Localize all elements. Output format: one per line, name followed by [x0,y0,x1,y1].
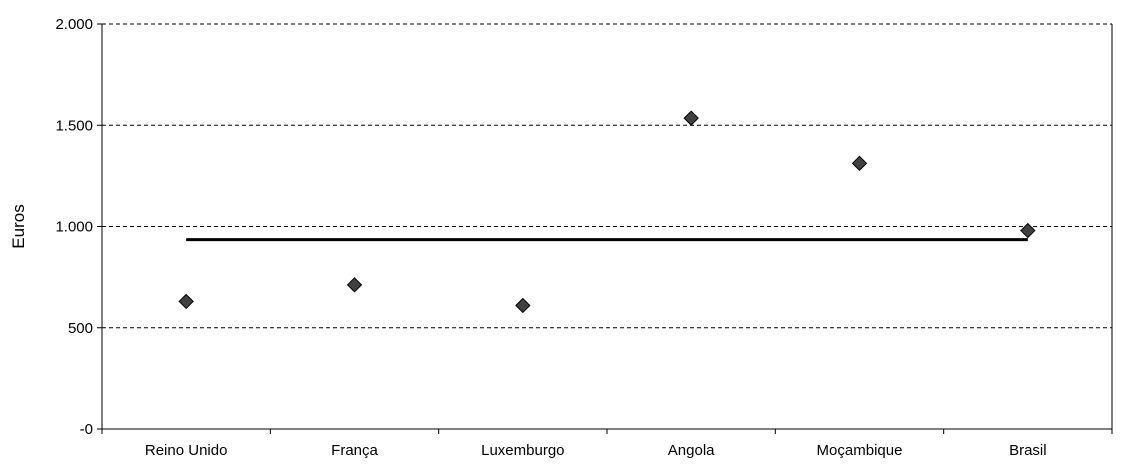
x-tick-label: Reino Unido [145,442,228,459]
x-tick-label: Moçambique [817,442,903,459]
y-axis-label: Euros [9,204,28,248]
data-points [178,110,1036,314]
data-point-marker [346,277,363,293]
data-point-marker [515,297,531,314]
x-tick-label: Brasil [1009,442,1047,459]
x-tick-labels: Reino Unido França Luxemburgo Angola Moçambi… [145,442,1047,459]
x-tick-label: França [331,442,378,459]
gridlines [102,23,1112,329]
data-point-marker [1020,222,1036,239]
y-tick-label: -0 [80,421,93,438]
data-point-marker [178,293,194,310]
y-tick-labels: -0 500 1.000 1.500 2.000 [55,16,93,438]
data-point-marker [851,155,868,172]
axes [97,23,1113,434]
data-point-marker [683,110,699,126]
x-tick-label: Angola [668,442,715,459]
y-tick-label: 1.000 [55,219,93,236]
y-tick-label: 500 [68,320,93,337]
x-tick-label: Luxemburgo [481,442,564,459]
y-tick-label: 2.000 [55,16,93,33]
y-tick-label: 1.500 [55,117,93,134]
